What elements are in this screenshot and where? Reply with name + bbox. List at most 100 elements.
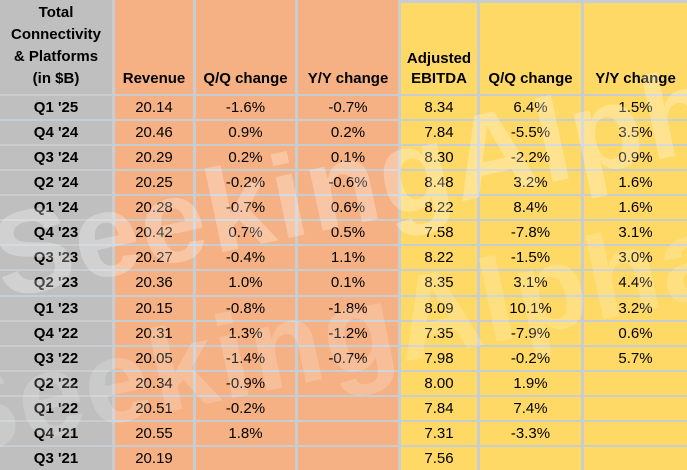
corner-header-line: Connectivity	[10, 26, 101, 43]
data-cell: -1.4%	[196, 346, 295, 370]
data-cell: 7.4%	[480, 396, 581, 420]
data-cell	[584, 396, 687, 420]
data-cell: -1.6%	[196, 96, 295, 120]
data-cell: 1.0%	[196, 271, 295, 295]
data-cell: 20.31	[115, 321, 193, 345]
data-cell: -1.8%	[298, 296, 398, 320]
data-cell: 7.56	[401, 446, 477, 470]
data-cell	[584, 421, 687, 445]
data-cell: 3.1%	[584, 221, 687, 245]
data-cell: 10.1%	[480, 296, 581, 320]
row-label: Q1 '23	[0, 296, 112, 320]
data-cell: -7.9%	[480, 321, 581, 345]
row-label: Q4 '21	[0, 421, 112, 445]
data-cell: 4.4%	[584, 271, 687, 295]
data-cell: 7.98	[401, 346, 477, 370]
data-cell: -0.2%	[196, 396, 295, 420]
col-header-adjusted-ebitda: Adjusted EBITDA	[401, 0, 477, 94]
row-label: Q3 '24	[0, 146, 112, 170]
data-cell: 20.42	[115, 221, 193, 245]
data-cell: 20.51	[115, 396, 193, 420]
row-label: Q4 '23	[0, 221, 112, 245]
data-cell: 1.6%	[584, 171, 687, 195]
data-cell: 0.2%	[196, 146, 295, 170]
data-cell: -1.2%	[298, 321, 398, 345]
row-label: Q1 '24	[0, 196, 112, 220]
data-cell: 3.5%	[584, 121, 687, 145]
data-cell: -0.9%	[196, 371, 295, 395]
data-cell: -0.6%	[298, 171, 398, 195]
data-cell: 3.0%	[584, 246, 687, 270]
data-cell	[298, 421, 398, 445]
data-cell: 3.2%	[480, 171, 581, 195]
data-cell: 20.19	[115, 446, 193, 470]
corner-header-line: Total	[38, 4, 74, 21]
data-cell: 0.9%	[584, 146, 687, 170]
data-cell: 20.34	[115, 371, 193, 395]
data-cell: 0.5%	[298, 221, 398, 245]
data-cell: 7.58	[401, 221, 477, 245]
data-cell: 20.14	[115, 96, 193, 120]
data-cell: -0.7%	[298, 96, 398, 120]
row-label: Q1 '25	[0, 96, 112, 120]
data-cell: 20.25	[115, 171, 193, 195]
data-cell: -0.7%	[196, 196, 295, 220]
data-cell	[298, 371, 398, 395]
data-cell: 20.55	[115, 421, 193, 445]
data-cell: 0.7%	[196, 221, 295, 245]
data-cell: 1.1%	[298, 246, 398, 270]
data-cell: 1.5%	[584, 96, 687, 120]
data-cell: 0.6%	[298, 196, 398, 220]
data-cell: -0.8%	[196, 296, 295, 320]
data-cell: 20.29	[115, 146, 193, 170]
corner-header-line: (in $B)	[32, 70, 80, 87]
data-cell: 8.22	[401, 196, 477, 220]
data-cell: 3.1%	[480, 271, 581, 295]
data-cell: 20.28	[115, 196, 193, 220]
data-cell: -5.5%	[480, 121, 581, 145]
col-header-ebitda-qq: Q/Q change	[480, 0, 581, 94]
data-cell	[298, 446, 398, 470]
row-label: Q2 '23	[0, 271, 112, 295]
data-cell: -0.2%	[196, 171, 295, 195]
data-cell: 8.34	[401, 96, 477, 120]
corner-header-line: & Platforms	[13, 48, 99, 65]
corner-header: Total Connectivity & Platforms (in $B)	[0, 0, 112, 94]
row-label: Q2 '22	[0, 371, 112, 395]
col-header-revenue: Revenue	[115, 0, 193, 94]
data-cell: 1.6%	[584, 196, 687, 220]
data-cell: 7.31	[401, 421, 477, 445]
data-cell: -0.4%	[196, 246, 295, 270]
col-header-revenue-qq: Q/Q change	[196, 0, 295, 94]
data-cell: 20.36	[115, 271, 193, 295]
data-cell	[584, 371, 687, 395]
row-label: Q4 '24	[0, 121, 112, 145]
data-cell: 8.00	[401, 371, 477, 395]
data-cell: -2.2%	[480, 146, 581, 170]
row-label: Q3 '21	[0, 446, 112, 470]
col-header-revenue-yy: Y/Y change	[298, 0, 398, 94]
data-cell: 7.35	[401, 321, 477, 345]
data-cell: -3.3%	[480, 421, 581, 445]
data-cell	[196, 446, 295, 470]
data-cell: 1.8%	[196, 421, 295, 445]
data-cell: 0.1%	[298, 146, 398, 170]
data-cell: -7.8%	[480, 221, 581, 245]
data-cell: -1.5%	[480, 246, 581, 270]
data-cell: 0.1%	[298, 271, 398, 295]
col-header-ebitda-yy: Y/Y change	[584, 0, 687, 94]
row-label: Q2 '24	[0, 171, 112, 195]
data-cell: 6.4%	[480, 96, 581, 120]
data-cell: 20.15	[115, 296, 193, 320]
data-cell: 8.48	[401, 171, 477, 195]
data-cell: 0.2%	[298, 121, 398, 145]
row-label: Q3 '23	[0, 246, 112, 270]
data-cell	[584, 446, 687, 470]
data-cell	[298, 396, 398, 420]
data-cell: 8.35	[401, 271, 477, 295]
data-cell: 7.84	[401, 396, 477, 420]
data-cell: 3.2%	[584, 296, 687, 320]
data-cell: 8.22	[401, 246, 477, 270]
